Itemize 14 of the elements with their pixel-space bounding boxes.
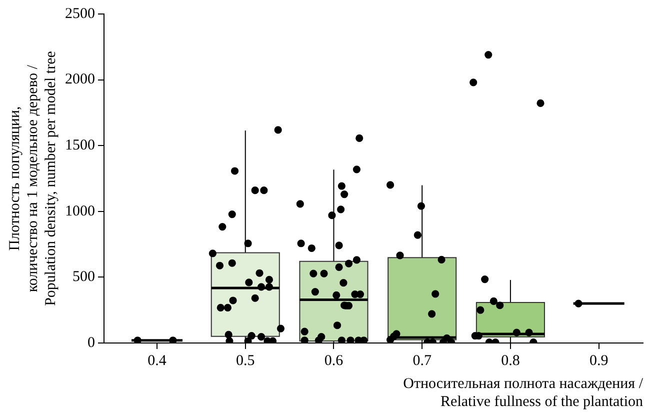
x-axis-title: Относительная полнота насаждения / Relative fullness of the plantation bbox=[403, 376, 644, 410]
y-tick-label: 2000 bbox=[65, 72, 95, 88]
x-tick-label: 0.8 bbox=[501, 352, 520, 369]
y-tick-label: 1500 bbox=[65, 138, 95, 154]
y-tick-label: 2500 bbox=[65, 6, 95, 22]
y-axis-title: Плотность популяции, количество на 1 модельное дерево / Population density, number per model tree bbox=[6, 50, 59, 306]
y-tick-label: 1000 bbox=[65, 203, 95, 220]
x-tick-label: 0.7 bbox=[412, 352, 432, 369]
x-tick-label: 0.5 bbox=[236, 352, 255, 369]
x-tick-label: 0.4 bbox=[148, 352, 167, 369]
y-tick-label: 0 bbox=[88, 334, 95, 351]
x-tick-label: 0.6 bbox=[324, 352, 344, 369]
x-tick-label: 0.9 bbox=[589, 352, 608, 369]
y-tick-label: 500 bbox=[72, 269, 95, 286]
